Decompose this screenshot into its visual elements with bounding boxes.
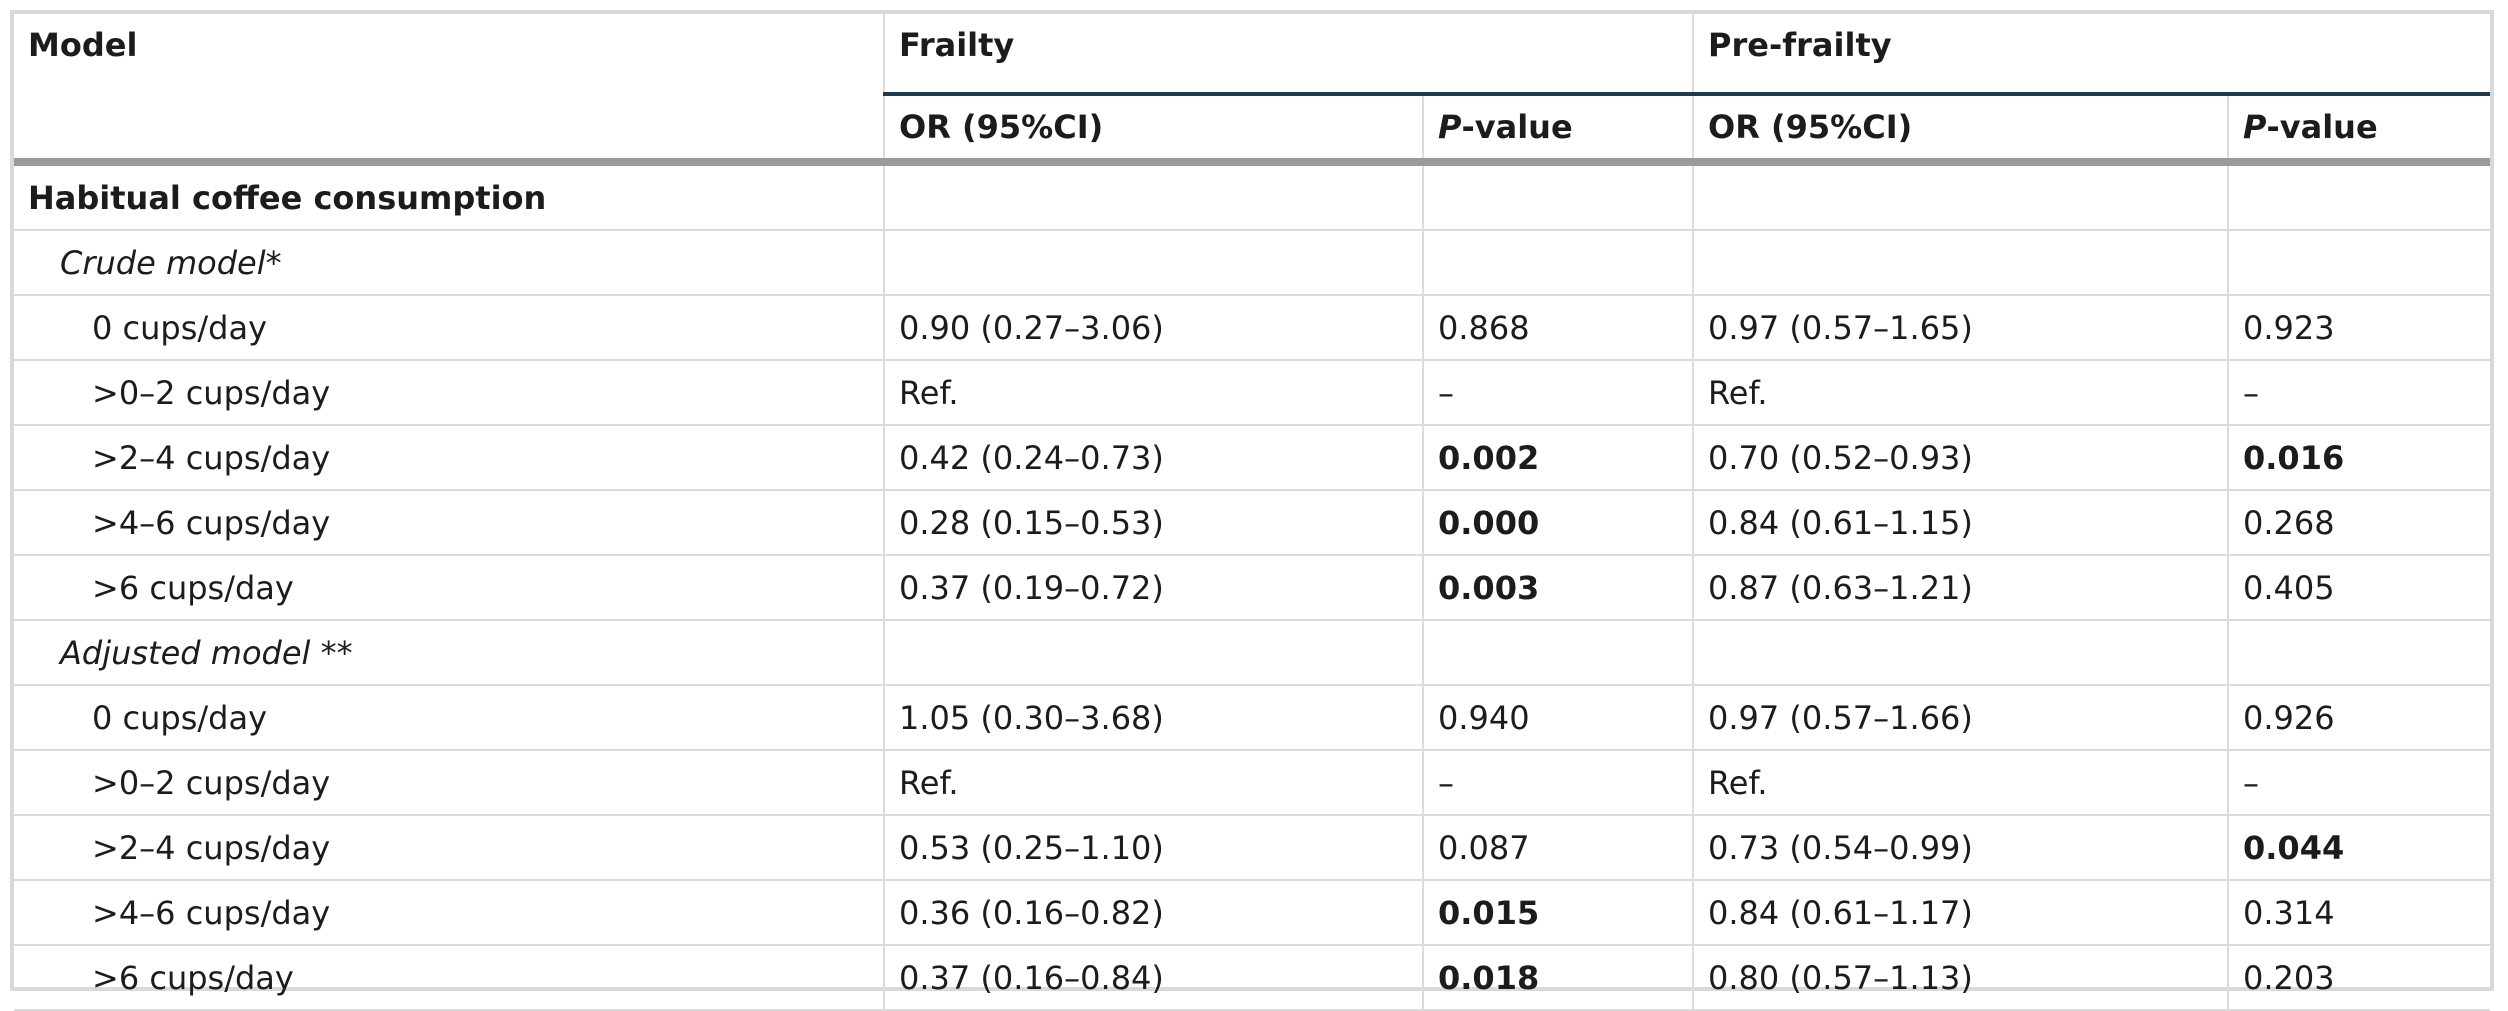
table-row: 0 cups/day 0.90 (0.27–3.06) 0.868 0.97 (… [14, 295, 2491, 361]
frailty-or-cell: Ref. [884, 750, 1424, 816]
table-row: >0–2 cups/day Ref. – Ref. – [14, 360, 2491, 426]
header-frailty-p: P-value [1423, 94, 1694, 166]
header-frailty-or: OR (95%CI) [884, 94, 1424, 166]
p-suffix: -value [1461, 108, 1573, 146]
results-table: Model Frailty Pre-frailty OR (95%CI) P-v… [14, 14, 2491, 1011]
frailty-p-cell: 0.002 [1423, 425, 1694, 491]
prefrailty-or-cell: 0.84 (0.61–1.15) [1693, 490, 2229, 556]
table-row: >2–4 cups/day 0.53 (0.25–1.10) 0.087 0.7… [14, 815, 2491, 881]
prefrailty-or-cell: 0.97 (0.57–1.65) [1693, 295, 2229, 361]
prefrailty-or-cell: 0.97 (0.57–1.66) [1693, 685, 2229, 751]
crude-model-label: Crude model* [14, 230, 885, 296]
prefrailty-p-cell: 0.405 [2228, 555, 2491, 621]
empty-cell [2228, 162, 2491, 231]
frailty-p-cell: 0.087 [1423, 815, 1694, 881]
table-row: >0–2 cups/day Ref. – Ref. – [14, 750, 2491, 816]
prefrailty-p-cell: 0.926 [2228, 685, 2491, 751]
empty-cell [1693, 230, 2229, 296]
frailty-p-cell: 0.015 [1423, 880, 1694, 946]
table-row: >4–6 cups/day 0.28 (0.15–0.53) 0.000 0.8… [14, 490, 2491, 556]
prefrailty-or-cell: Ref. [1693, 360, 2229, 426]
prefrailty-or-cell: 0.80 (0.57–1.13) [1693, 945, 2229, 1011]
frailty-p-cell: – [1423, 360, 1694, 426]
empty-cell [884, 162, 1424, 231]
prefrailty-or-cell: 0.84 (0.61–1.17) [1693, 880, 2229, 946]
prefrailty-p-cell: 0.203 [2228, 945, 2491, 1011]
frailty-or-cell: 1.05 (0.30–3.68) [884, 685, 1424, 751]
empty-cell [1693, 162, 2229, 231]
prefrailty-p-cell: 0.016 [2228, 425, 2491, 491]
category-cell: >6 cups/day [14, 945, 885, 1011]
empty-cell [1423, 230, 1694, 296]
header-prefrailty-p: P-value [2228, 94, 2491, 166]
category-cell: 0 cups/day [14, 295, 885, 361]
header-model: Model [14, 14, 885, 166]
category-cell: 0 cups/day [14, 685, 885, 751]
adjusted-model-label: Adjusted model ** [14, 620, 885, 686]
frailty-or-cell: 0.42 (0.24–0.73) [884, 425, 1424, 491]
p-suffix: -value [2266, 108, 2378, 146]
table-row: >2–4 cups/day 0.42 (0.24–0.73) 0.002 0.7… [14, 425, 2491, 491]
prefrailty-p-cell: 0.314 [2228, 880, 2491, 946]
frailty-p-cell: 0.000 [1423, 490, 1694, 556]
table-row: >4–6 cups/day 0.36 (0.16–0.82) 0.015 0.8… [14, 880, 2491, 946]
prefrailty-or-cell: 0.70 (0.52–0.93) [1693, 425, 2229, 491]
frailty-p-cell: – [1423, 750, 1694, 816]
header-frailty: Frailty [884, 14, 1694, 96]
empty-cell [1423, 620, 1694, 686]
empty-cell [884, 230, 1424, 296]
empty-cell [2228, 620, 2491, 686]
header-prefrailty-or: OR (95%CI) [1693, 94, 2229, 166]
prefrailty-or-cell: Ref. [1693, 750, 2229, 816]
table-row: >6 cups/day 0.37 (0.19–0.72) 0.003 0.87 … [14, 555, 2491, 621]
frailty-or-cell: 0.37 (0.19–0.72) [884, 555, 1424, 621]
empty-cell [1693, 620, 2229, 686]
frailty-or-cell: 0.90 (0.27–3.06) [884, 295, 1424, 361]
empty-cell [1423, 162, 1694, 231]
prefrailty-p-cell: 0.268 [2228, 490, 2491, 556]
prefrailty-p-cell: 0.044 [2228, 815, 2491, 881]
category-cell: >2–4 cups/day [14, 815, 885, 881]
frailty-or-cell: 0.36 (0.16–0.82) [884, 880, 1424, 946]
prefrailty-p-cell: 0.923 [2228, 295, 2491, 361]
prefrailty-p-cell: – [2228, 360, 2491, 426]
frailty-or-cell: 0.53 (0.25–1.10) [884, 815, 1424, 881]
p-italic: P [1438, 108, 1462, 146]
prefrailty-or-cell: 0.87 (0.63–1.21) [1693, 555, 2229, 621]
frailty-or-cell: 0.37 (0.16–0.84) [884, 945, 1424, 1011]
empty-cell [2228, 230, 2491, 296]
category-cell: >0–2 cups/day [14, 360, 885, 426]
section-title: Habitual coffee consumption [14, 162, 885, 231]
header-pre-frailty: Pre-frailty [1693, 14, 2491, 96]
table-row: 0 cups/day 1.05 (0.30–3.68) 0.940 0.97 (… [14, 685, 2491, 751]
frailty-p-cell: 0.018 [1423, 945, 1694, 1011]
frailty-or-cell: Ref. [884, 360, 1424, 426]
category-cell: >2–4 cups/day [14, 425, 885, 491]
prefrailty-p-cell: – [2228, 750, 2491, 816]
frailty-p-cell: 0.868 [1423, 295, 1694, 361]
category-cell: >4–6 cups/day [14, 490, 885, 556]
empty-cell [884, 620, 1424, 686]
prefrailty-or-cell: 0.73 (0.54–0.99) [1693, 815, 2229, 881]
table-row: >6 cups/day 0.37 (0.16–0.84) 0.018 0.80 … [14, 945, 2491, 1011]
category-cell: >6 cups/day [14, 555, 885, 621]
frailty-p-cell: 0.003 [1423, 555, 1694, 621]
category-cell: >4–6 cups/day [14, 880, 885, 946]
p-italic: P [2243, 108, 2267, 146]
frailty-or-cell: 0.28 (0.15–0.53) [884, 490, 1424, 556]
category-cell: >0–2 cups/day [14, 750, 885, 816]
table-frame: Model Frailty Pre-frailty OR (95%CI) P-v… [10, 10, 2494, 1011]
frailty-p-cell: 0.940 [1423, 685, 1694, 751]
